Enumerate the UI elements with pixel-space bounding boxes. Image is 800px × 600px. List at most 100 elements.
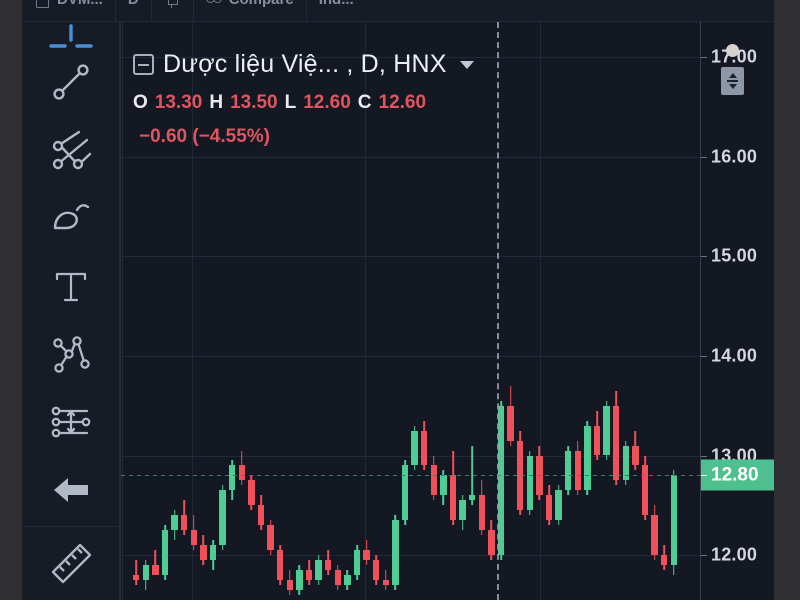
sidebar-item-text-tool[interactable] (22, 252, 120, 320)
candlestick (459, 22, 466, 600)
vertical-scale-handle-icon[interactable] (721, 67, 744, 95)
candle-body (392, 520, 399, 586)
candlestick-icon (164, 0, 181, 8)
compare-label: Compare (229, 0, 294, 8)
candlestick (325, 22, 332, 600)
candle-body (622, 445, 629, 481)
sidebar-item-measure-tool[interactable] (22, 529, 120, 597)
candlestick (421, 22, 428, 600)
axis-tick (701, 156, 707, 158)
symbol-search-button[interactable]: DVM... (22, 0, 116, 22)
candlestick (382, 22, 389, 600)
candle-body (248, 480, 255, 506)
text-icon (55, 272, 87, 302)
candlestick (536, 22, 543, 600)
indicators-button[interactable]: Ind... (307, 0, 366, 22)
candle-body (430, 465, 437, 496)
price-axis[interactable]: 17.00 16.00 15.00 14.00 13.00 12.00 12.80 (700, 22, 774, 600)
chart-plot-area[interactable] (121, 22, 700, 600)
candlestick (200, 22, 207, 600)
candlestick (555, 22, 562, 600)
candle-body (286, 580, 293, 591)
document-icon (34, 0, 51, 8)
vertical-gridline (192, 22, 193, 600)
candle-body (584, 425, 591, 491)
candlestick (430, 22, 437, 600)
candlestick (613, 22, 620, 600)
sidebar-item-cursor-crosshair-tool[interactable] (22, 22, 120, 48)
candle-wick (384, 570, 387, 591)
compare-button[interactable]: Compare (194, 0, 307, 22)
candlestick (219, 22, 226, 600)
ohlc-value-l: 12.60 (303, 92, 351, 113)
chart-type-button[interactable] (152, 0, 194, 22)
candlestick (334, 22, 341, 600)
collapse-pane-icon[interactable] (133, 54, 154, 75)
candlestick (632, 22, 639, 600)
last-price-badge[interactable]: 12.80 (701, 459, 774, 491)
candle-body (373, 560, 380, 581)
symbol-label: DVM... (57, 0, 103, 8)
candle-body (334, 570, 341, 586)
candle-body (277, 550, 284, 581)
horizontal-gridline (121, 455, 700, 457)
candle-wick (135, 560, 137, 586)
chevron-down-icon[interactable] (459, 60, 474, 69)
candle-body (469, 495, 476, 501)
candle-body (344, 575, 351, 586)
price-change: −0.60 (−4.55%) (139, 126, 270, 147)
candlestick (229, 22, 236, 600)
candle-body (401, 465, 409, 521)
candlestick (584, 22, 591, 600)
axis-tick (701, 355, 707, 357)
candlestick (142, 22, 149, 600)
candlestick (133, 22, 140, 600)
candle-body (229, 465, 236, 491)
candlestick (449, 22, 457, 600)
ohlc-value-c: 12.60 (378, 92, 427, 113)
candle-body (478, 495, 485, 531)
sidebar-item-forecast-tool[interactable] (22, 388, 120, 456)
axis-tick-label: 17.00 (711, 46, 758, 67)
axis-tick (701, 256, 707, 258)
candlestick (411, 22, 418, 600)
candle-body (555, 490, 562, 521)
indicators-label: Ind... (319, 0, 354, 8)
candlestick (373, 22, 380, 600)
chart-panel[interactable]: Dược liệu Việ... , D, HNX O 13.30 H 13.50 L 1… (121, 22, 774, 600)
sidebar-item-brush-tool[interactable] (22, 184, 120, 252)
sidebar-item-arrow-marker-tool[interactable] (22, 456, 120, 524)
candlestick (478, 22, 485, 600)
vertical-gridline (122, 22, 123, 600)
candlestick (603, 22, 610, 600)
sidebar-item-trend-line-tool[interactable] (22, 48, 120, 116)
candle-body (661, 555, 668, 566)
sidebar-item-pitchfork-tool[interactable] (22, 116, 120, 184)
interval-selector-button[interactable]: D (116, 0, 152, 22)
candlestick (593, 22, 601, 600)
candle-body (488, 530, 495, 556)
candlestick (392, 22, 399, 600)
ohlc-key-o: O (133, 92, 148, 113)
candlestick (344, 22, 351, 600)
window-frame-left (0, 0, 22, 600)
candle-body (641, 465, 649, 516)
candlestick (315, 22, 322, 600)
chart-toolbar: DVM... D Compare Ind... (22, 0, 774, 22)
axis-tick-label: 12.00 (711, 544, 758, 565)
candlestick (651, 22, 658, 600)
ohlc-values: O 13.30 H 13.50 L 12.60 C 12.60 (133, 92, 474, 114)
horizontal-gridline (121, 56, 700, 58)
ohlc-key-l: L (284, 92, 297, 113)
candle-body (507, 405, 514, 441)
axis-tick (701, 56, 707, 58)
candlestick (305, 22, 313, 600)
ohlc-value-o: 13.30 (154, 92, 203, 113)
candlestick (526, 22, 533, 600)
sidebar-item-pattern-tool[interactable] (22, 320, 120, 388)
candlestick (248, 22, 255, 600)
interval-label: D (128, 0, 139, 8)
candle-body (440, 475, 447, 496)
candle-body (190, 530, 197, 546)
scale-anchor-dot-icon[interactable] (726, 44, 739, 57)
